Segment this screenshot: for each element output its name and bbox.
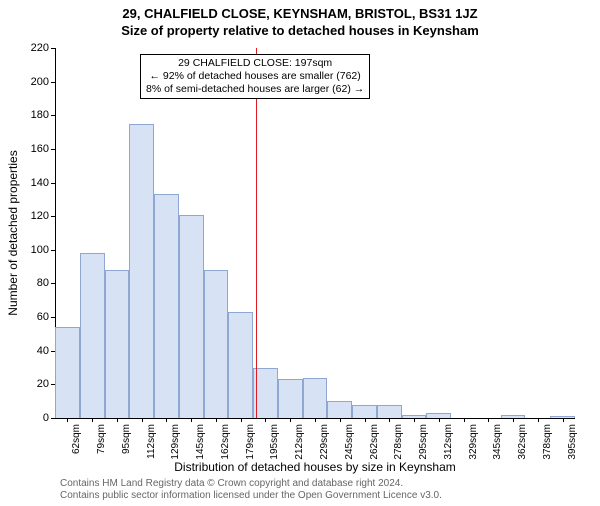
y-tick-label: 200 xyxy=(19,76,49,88)
x-tick-mark xyxy=(191,418,192,422)
x-tick-mark xyxy=(216,418,217,422)
y-tick-mark xyxy=(51,216,55,217)
x-tick-mark xyxy=(439,418,440,422)
y-tick-label: 60 xyxy=(19,311,49,323)
bar xyxy=(377,405,402,418)
y-tick-mark xyxy=(51,183,55,184)
x-tick-mark xyxy=(389,418,390,422)
bar xyxy=(154,194,179,418)
bar xyxy=(204,270,229,418)
x-tick-label: 79sqm xyxy=(96,424,107,454)
y-tick-mark xyxy=(51,250,55,251)
y-tick-mark xyxy=(51,418,55,419)
y-tick-label: 140 xyxy=(19,177,49,189)
x-tick-mark xyxy=(414,418,415,422)
bar xyxy=(352,405,377,418)
x-tick-mark xyxy=(563,418,564,422)
reference-line xyxy=(256,48,257,418)
x-tick-label: 62sqm xyxy=(71,424,82,454)
x-tick-label: 229sqm xyxy=(319,424,330,460)
annotation-box: 29 CHALFIELD CLOSE: 197sqm ← 92% of deta… xyxy=(140,54,370,99)
annotation-line3: 8% of semi-detached houses are larger (6… xyxy=(146,83,364,96)
y-tick-mark xyxy=(51,82,55,83)
x-tick-label: 378sqm xyxy=(542,424,553,460)
y-tick-label: 180 xyxy=(19,109,49,121)
x-tick-mark xyxy=(117,418,118,422)
x-tick-mark xyxy=(92,418,93,422)
bar xyxy=(228,312,253,418)
x-tick-mark xyxy=(365,418,366,422)
y-tick-label: 80 xyxy=(19,277,49,289)
histogram-chart: 02040608010012014016018020022062sqm79sqm… xyxy=(55,48,575,418)
x-tick-mark xyxy=(265,418,266,422)
annotation-line2: ← 92% of detached houses are smaller (76… xyxy=(146,70,364,83)
y-tick-mark xyxy=(51,283,55,284)
bar xyxy=(55,327,80,418)
x-tick-label: 129sqm xyxy=(170,424,181,460)
bar xyxy=(327,401,352,418)
x-tick-label: 295sqm xyxy=(418,424,429,460)
x-tick-mark xyxy=(464,418,465,422)
x-tick-label: 195sqm xyxy=(269,424,280,460)
x-tick-label: 145sqm xyxy=(195,424,206,460)
x-tick-label: 212sqm xyxy=(294,424,305,460)
x-tick-mark xyxy=(340,418,341,422)
y-tick-label: 120 xyxy=(19,210,49,222)
page-title-line2: Size of property relative to detached ho… xyxy=(0,23,600,38)
y-tick-label: 20 xyxy=(19,378,49,390)
x-tick-mark xyxy=(166,418,167,422)
y-tick-label: 0 xyxy=(19,412,49,424)
x-tick-label: 329sqm xyxy=(468,424,479,460)
x-tick-mark xyxy=(513,418,514,422)
y-tick-mark xyxy=(51,149,55,150)
x-tick-label: 362sqm xyxy=(517,424,528,460)
x-tick-label: 262sqm xyxy=(369,424,380,460)
credits-line2: Contains public sector information licen… xyxy=(60,490,442,502)
bar xyxy=(129,124,154,418)
credits: Contains HM Land Registry data © Crown c… xyxy=(60,478,442,502)
y-tick-mark xyxy=(51,317,55,318)
y-tick-label: 40 xyxy=(19,345,49,357)
x-tick-label: 312sqm xyxy=(443,424,454,460)
x-tick-label: 112sqm xyxy=(146,424,157,459)
bar xyxy=(179,215,204,419)
x-tick-label: 345sqm xyxy=(492,424,503,460)
x-tick-label: 395sqm xyxy=(567,424,578,460)
y-tick-mark xyxy=(51,115,55,116)
page-title-line1: 29, CHALFIELD CLOSE, KEYNSHAM, BRISTOL, … xyxy=(0,6,600,21)
credits-line1: Contains HM Land Registry data © Crown c… xyxy=(60,478,442,490)
y-tick-mark xyxy=(51,48,55,49)
bar xyxy=(80,253,105,418)
x-tick-mark xyxy=(67,418,68,422)
x-tick-mark xyxy=(142,418,143,422)
x-tick-mark xyxy=(488,418,489,422)
x-axis-label: Distribution of detached houses by size … xyxy=(174,460,456,474)
bar xyxy=(278,379,303,418)
annotation-line1: 29 CHALFIELD CLOSE: 197sqm xyxy=(146,57,364,70)
y-tick-label: 100 xyxy=(19,244,49,256)
x-tick-mark xyxy=(290,418,291,422)
x-tick-mark xyxy=(315,418,316,422)
x-tick-label: 162sqm xyxy=(220,424,231,460)
x-tick-label: 278sqm xyxy=(393,424,404,460)
y-axis-label: Number of detached properties xyxy=(6,150,20,315)
x-tick-label: 245sqm xyxy=(344,424,355,460)
bar xyxy=(105,270,130,418)
y-tick-label: 160 xyxy=(19,143,49,155)
plot-area: 02040608010012014016018020022062sqm79sqm… xyxy=(55,48,575,418)
bar xyxy=(253,368,278,418)
x-tick-label: 95sqm xyxy=(121,424,132,454)
y-tick-label: 220 xyxy=(19,42,49,54)
bar xyxy=(303,378,328,418)
x-tick-mark xyxy=(241,418,242,422)
x-tick-mark xyxy=(538,418,539,422)
x-tick-label: 179sqm xyxy=(245,424,256,460)
